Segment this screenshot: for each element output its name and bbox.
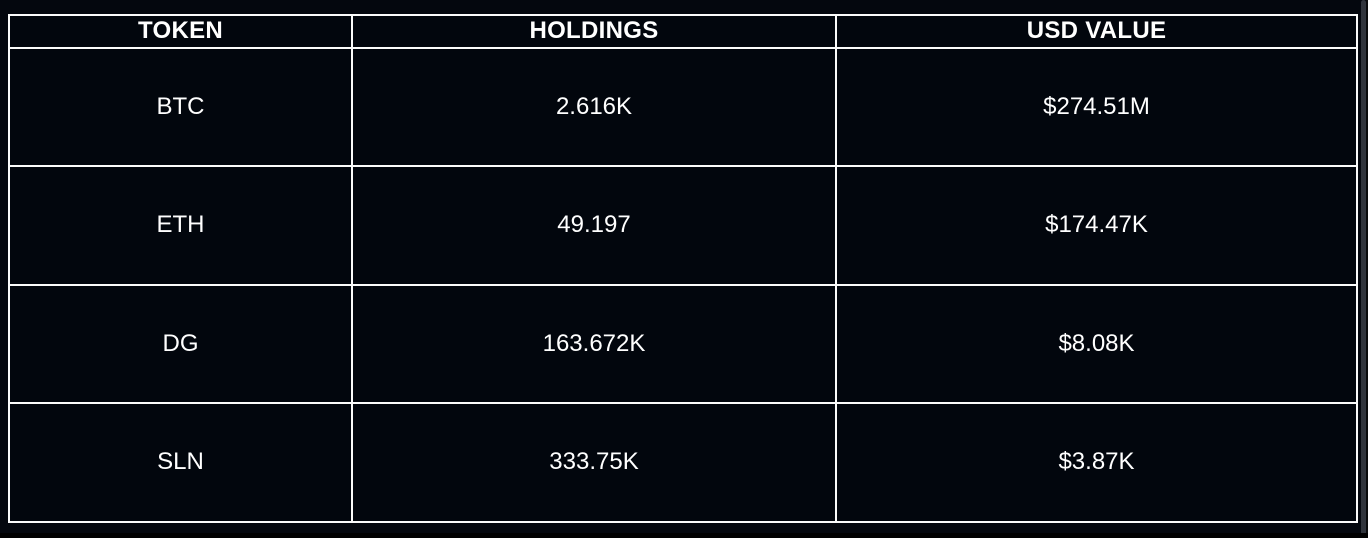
column-header-token: TOKEN <box>8 14 353 49</box>
cell-token: ETH <box>8 165 353 286</box>
cell-holdings: 333.75K <box>351 402 837 523</box>
cell-holdings: 163.672K <box>351 283 837 405</box>
scrollbar-thumb[interactable] <box>1361 0 1366 538</box>
scrollbar-track[interactable] <box>1359 0 1368 538</box>
cell-token: DG <box>8 283 353 405</box>
cell-usd-value: $8.08K <box>835 283 1358 405</box>
holdings-table: TOKEN HOLDINGS USD VALUE BTC 2.616K $274… <box>8 14 1358 523</box>
table-row: SLN 333.75K $3.87K <box>8 402 1358 523</box>
table-header-row: TOKEN HOLDINGS USD VALUE <box>8 14 1358 49</box>
table-row: BTC 2.616K $274.51M <box>8 46 1358 168</box>
cell-holdings: 49.197 <box>351 165 837 286</box>
cell-token: SLN <box>8 402 353 523</box>
bottom-edge-strip <box>0 533 1368 538</box>
table-row: ETH 49.197 $174.47K <box>8 165 1358 286</box>
column-header-holdings: HOLDINGS <box>351 14 837 49</box>
cell-usd-value: $174.47K <box>835 165 1358 286</box>
column-header-usd-value: USD VALUE <box>835 14 1358 49</box>
window-right-edge <box>1366 0 1368 538</box>
cell-holdings: 2.616K <box>351 46 837 168</box>
table-row: DG 163.672K $8.08K <box>8 283 1358 405</box>
cell-usd-value: $274.51M <box>835 46 1358 168</box>
cell-token: BTC <box>8 46 353 168</box>
cell-usd-value: $3.87K <box>835 402 1358 523</box>
